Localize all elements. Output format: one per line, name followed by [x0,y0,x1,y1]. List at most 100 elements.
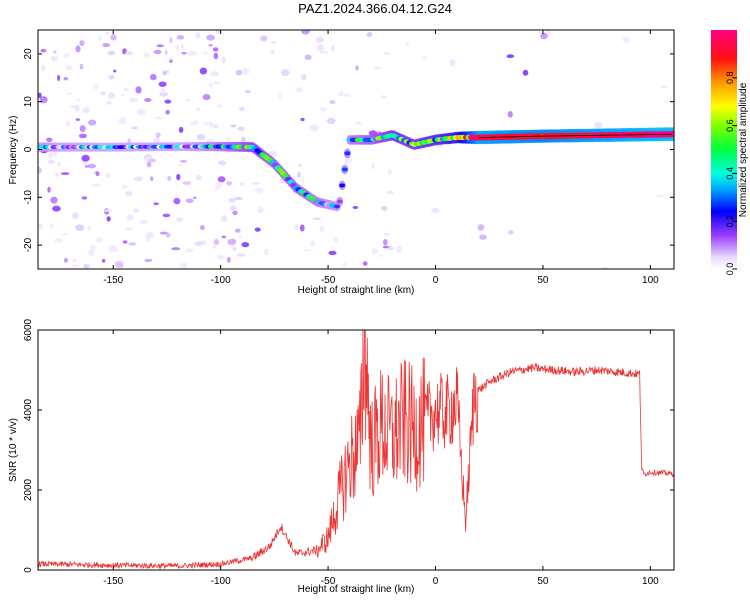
noise-speckle [297,171,301,178]
noise-speckle [106,216,111,222]
noise-speckle [100,91,107,96]
noise-speckle [102,43,110,48]
noise-speckle [330,44,335,52]
noise-speckle [137,109,146,115]
noise-speckle [50,55,58,62]
noise-speckle [48,152,53,159]
noise-speckle [212,124,219,129]
noise-speckle [300,73,307,81]
noise-speckle [235,228,241,233]
noise-speckle [98,36,102,41]
noise-speckle [38,167,42,174]
noise-speckle [202,94,211,101]
snr-line [38,330,674,570]
noise-speckle [380,206,388,211]
noise-speckle [123,88,129,92]
noise-speckle [270,49,275,55]
colorbar-gradient [711,30,737,269]
y-tick-label: 10 [23,96,34,108]
noise-speckle [81,196,88,200]
ridge-core [334,204,341,209]
noise-speckle [87,225,91,232]
noise-speckle [72,212,79,220]
noise-speckle [82,107,90,114]
noise-speckle [240,136,246,144]
noise-speckle [312,217,322,221]
noise-speckle [169,37,173,44]
noise-speckle [212,245,217,249]
noise-speckle [255,187,264,194]
noise-speckle [383,239,388,246]
noise-speckle [387,169,393,175]
noise-speckle [113,69,117,73]
snr-panel: -150 -100 -50 0 50 100 0 2000 4000 6000 Height of… [8,318,675,595]
noise-speckle [162,213,171,218]
noise-speckle [41,64,46,71]
noise-speckle [75,224,84,232]
noise-speckle [232,246,237,251]
noise-speckle [203,51,208,55]
snr-y-label: SNR (10 * v/v) [8,418,19,482]
noise-speckle [241,242,250,248]
noise-speckle [75,118,80,121]
x-tick-label: -50 [321,576,336,587]
noise-speckle [343,262,347,268]
noise-speckle [187,50,197,57]
colorbar: 0.0 0.2 0.4 0.6 0.8 Normalized spectral ampl… [711,30,749,275]
noise-speckle [38,92,42,99]
noise-speckle [213,238,219,246]
noise-speckle [71,264,79,268]
noise-speckle [449,59,456,67]
noise-speckle [107,50,115,56]
noise-speckle [179,160,187,163]
noise-speckle [74,104,80,112]
y-tick-label: 0 [23,146,34,152]
noise-speckle [366,32,373,37]
noise-speckle [195,107,201,112]
noise-speckle [622,36,630,43]
noise-speckle [65,120,71,128]
noise-speckle [296,87,304,93]
noise-speckle [405,42,409,47]
x-tick-label: 100 [642,275,659,286]
noise-speckle [374,66,381,70]
noise-speckle [179,262,188,269]
spectrogram-x-label: Height of straight line (km) [298,285,415,296]
noise-speckle [63,77,68,81]
x-tick-label: -150 [103,576,123,587]
noise-speckle [506,54,515,59]
ridge-centerline [478,133,672,138]
noise-speckle [214,187,220,191]
noise-speckle [386,190,394,195]
noise-speckle [47,159,55,164]
noise-speckle [199,67,208,75]
noise-speckle [206,34,216,41]
noise-speckle [216,104,223,108]
noise-speckle [383,52,391,55]
noise-speckle [328,250,337,256]
noise-speckle [301,30,310,35]
noise-speckle [173,197,181,205]
noise-speckle [79,125,86,133]
noise-speckle [215,182,223,189]
noise-speckle [101,258,106,263]
noise-speckle [165,109,170,115]
noise-speckle [88,119,97,126]
noise-speckle [87,163,96,169]
colorbar-tick-label: 0.0 [725,263,735,276]
noise-speckle [540,32,548,40]
noise-speckle [271,40,277,44]
y-tick-label: 2000 [23,478,34,501]
noise-speckle [156,44,164,48]
noise-speckle [154,116,163,120]
noise-speckle [477,224,485,231]
noise-speckle [302,249,312,252]
noise-speckle [355,121,362,126]
noise-speckle [333,237,339,243]
x-tick-label: -50 [321,275,336,286]
snr-axes: -150 -100 -50 0 50 100 0 2000 4000 6000 [23,318,674,587]
noise-speckle [213,80,221,85]
noise-speckle [218,160,227,166]
noise-speckle [60,172,70,175]
